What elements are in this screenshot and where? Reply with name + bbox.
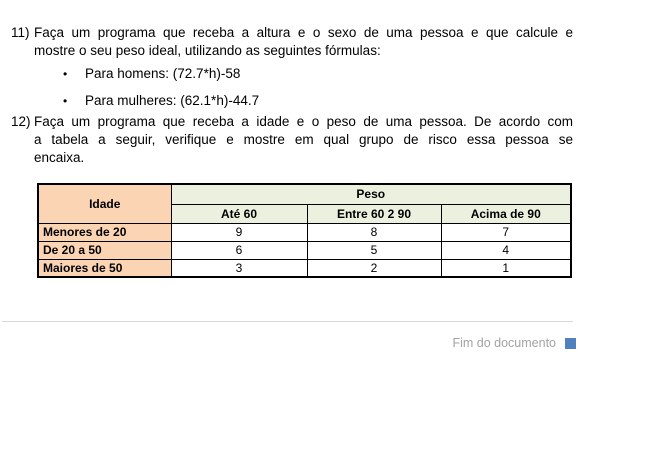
row-label-menores-20: Menores de 20 [37, 222, 172, 242]
row-label-maiores-50: Maiores de 50 [37, 258, 172, 278]
cell-value: 2 [306, 258, 442, 278]
exercise-11-paragraph: 11) Faça um programa que receba a altura… [11, 24, 573, 60]
row-label-de-20-a-50: De 20 a 50 [37, 240, 172, 260]
table-row: Menores de 20 9 8 7 [37, 222, 572, 242]
bullet-text-mulheres: Para mulheres: (62.1*h)-44.7 [85, 93, 260, 108]
bullet-item-mulheres: • Para mulheres: (62.1*h)-44.7 [11, 92, 259, 110]
cell-value: 3 [170, 258, 308, 278]
cell-value: 1 [440, 258, 572, 278]
cell-value: 8 [306, 222, 442, 242]
bullet-icon: • [63, 67, 68, 81]
cell-value: 6 [170, 240, 308, 260]
bullet-icon: • [63, 94, 68, 108]
risk-group-table: Idade Peso Até 60 Entre 60 2 90 Acima de… [37, 183, 572, 278]
table-subheader-acima-90: Acima de 90 [440, 203, 572, 224]
exercise-11-number: 11) [11, 25, 30, 40]
table-row: De 20 a 50 6 5 4 [37, 240, 572, 260]
table-subheader-ate-60: Até 60 [170, 203, 308, 224]
paragraph-line: Faça um programa que receba a idade e o … [34, 114, 573, 129]
cell-value: 4 [440, 240, 572, 260]
end-of-document-footer: Fim do documento [0, 336, 576, 351]
table-header-peso: Peso [170, 183, 572, 205]
end-of-document-label: Fim do documento [452, 336, 556, 350]
paragraph-line: encaixa. [34, 150, 85, 165]
exercise-11-text: Faça um programa que receba a altura e o… [34, 24, 573, 60]
end-of-document-marker-icon [565, 338, 576, 349]
cell-value: 5 [306, 240, 442, 260]
paragraph-line: mostre o seu peso ideal, utilizando as s… [34, 43, 381, 58]
table-header-idade: Idade [37, 183, 172, 224]
cell-value: 9 [170, 222, 308, 242]
section-divider [2, 321, 573, 322]
paragraph-line: a tabela a seguir, verifique e mostre em… [34, 132, 573, 147]
paragraph-line: Faça um programa que receba a altura e o… [34, 25, 573, 40]
exercise-12-paragraph: 12) Faça um programa que receba a idade … [11, 113, 573, 167]
exercise-12-number: 12) [11, 114, 31, 129]
cell-value: 7 [440, 222, 572, 242]
table-subheader-entre-60-90: Entre 60 2 90 [306, 203, 442, 224]
table-row: Maiores de 50 3 2 1 [37, 258, 572, 278]
bullet-text-homens: Para homens: (72.7*h)-58 [85, 66, 241, 81]
exercise-12-text: Faça um programa que receba a idade e o … [34, 113, 573, 167]
bullet-item-homens: • Para homens: (72.7*h)-58 [11, 65, 240, 83]
